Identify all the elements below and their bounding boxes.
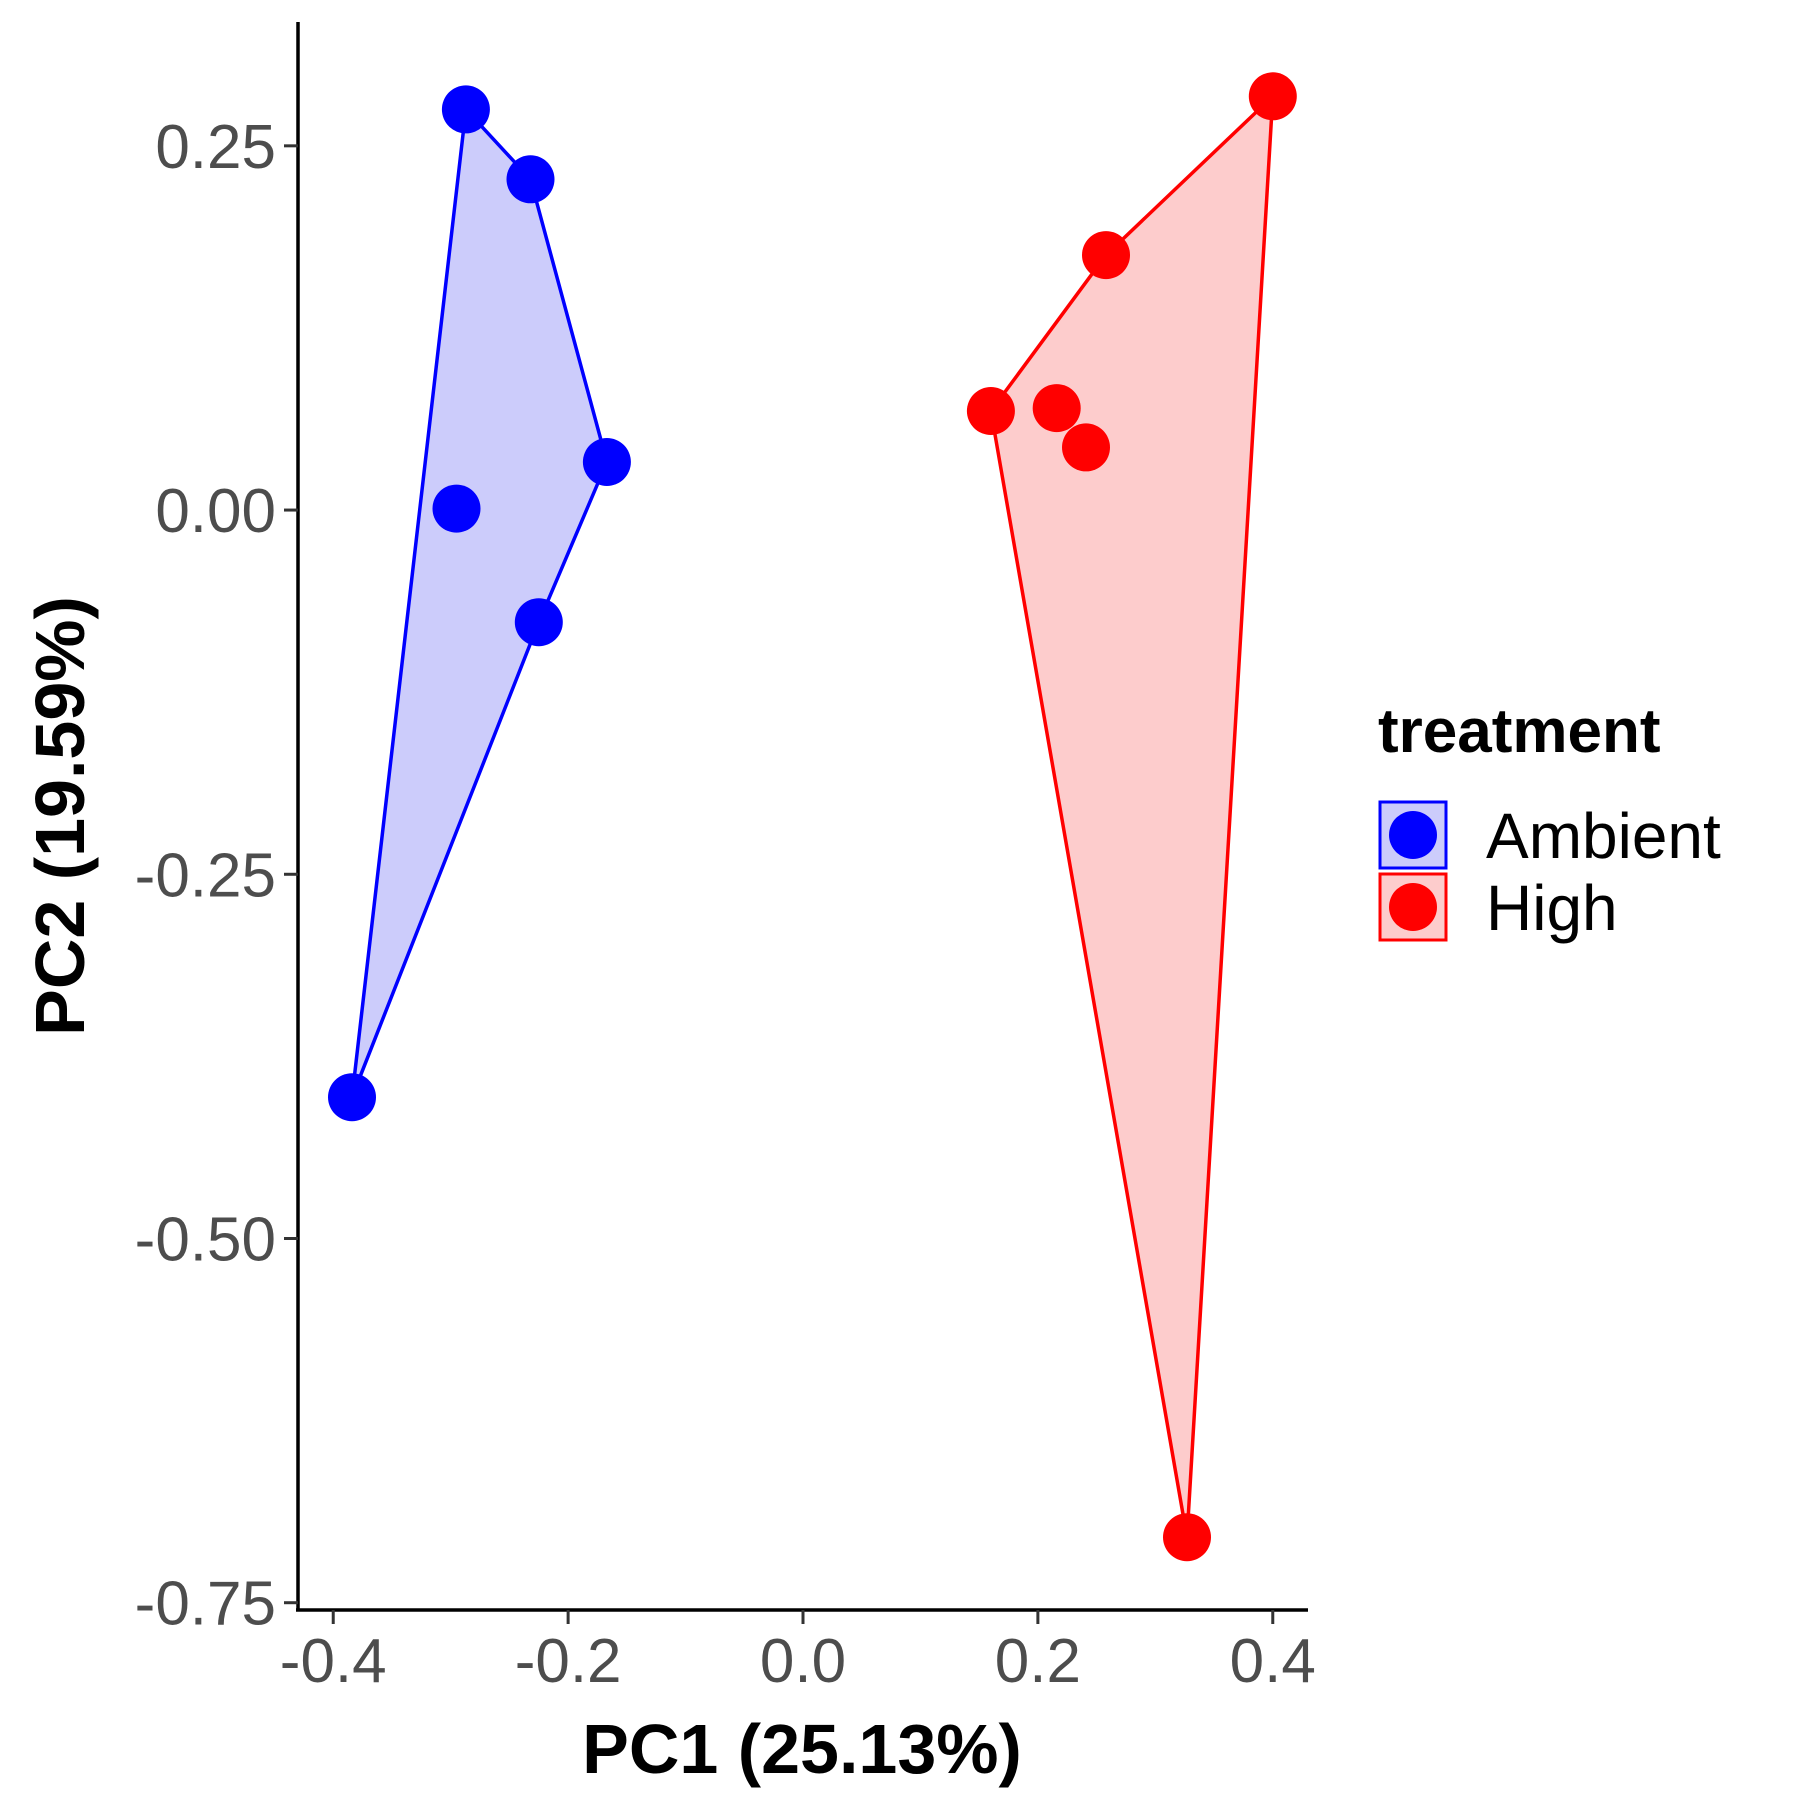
x-tick-label: -0.4 (280, 1627, 387, 1696)
y-axis-title: PC2 (19.59%) (21, 596, 99, 1036)
y-tick-label: -0.50 (135, 1205, 276, 1274)
point-high-1 (1248, 72, 1297, 121)
y-tick-label: -0.75 (135, 1570, 276, 1639)
point-high-3 (966, 387, 1015, 435)
point-ambient-5 (514, 598, 563, 647)
point-ambient-3 (582, 438, 631, 486)
points-layer (328, 72, 1297, 1562)
x-axis-ticks: -0.4 -0.2 0.0 0.2 0.4 (280, 1610, 1316, 1696)
legend-title: treatment (1378, 697, 1661, 766)
y-axis-ticks: 0.25 0.00 -0.25 -0.50 -0.75 (135, 113, 298, 1639)
y-tick-label: 0.25 (155, 113, 276, 182)
point-ambient-6 (328, 1073, 376, 1122)
legend-label-ambient: Ambient (1486, 800, 1721, 872)
point-ambient-1 (441, 85, 490, 134)
x-tick-label: 0.0 (760, 1627, 846, 1696)
hull-layer (350, 94, 1275, 1539)
x-tick-label: 0.4 (1230, 1627, 1316, 1696)
legend-label-high: High (1486, 872, 1618, 944)
hull-ambient (350, 107, 609, 1099)
legend-marker-ambient (1389, 811, 1437, 859)
hull-high (989, 94, 1275, 1539)
point-high-6 (1163, 1513, 1211, 1562)
x-axis-title: PC1 (25.13%) (582, 1710, 1022, 1788)
legend-marker-high (1389, 883, 1437, 931)
point-high-4 (1032, 384, 1081, 433)
point-high-2 (1082, 231, 1130, 280)
point-high-5 (1062, 423, 1110, 472)
x-tick-label: -0.2 (515, 1627, 622, 1696)
point-ambient-4 (432, 484, 481, 533)
x-tick-label: 0.2 (995, 1627, 1081, 1696)
y-tick-label: -0.25 (135, 841, 276, 910)
y-tick-label: 0.00 (155, 477, 276, 546)
point-ambient-2 (506, 155, 555, 204)
